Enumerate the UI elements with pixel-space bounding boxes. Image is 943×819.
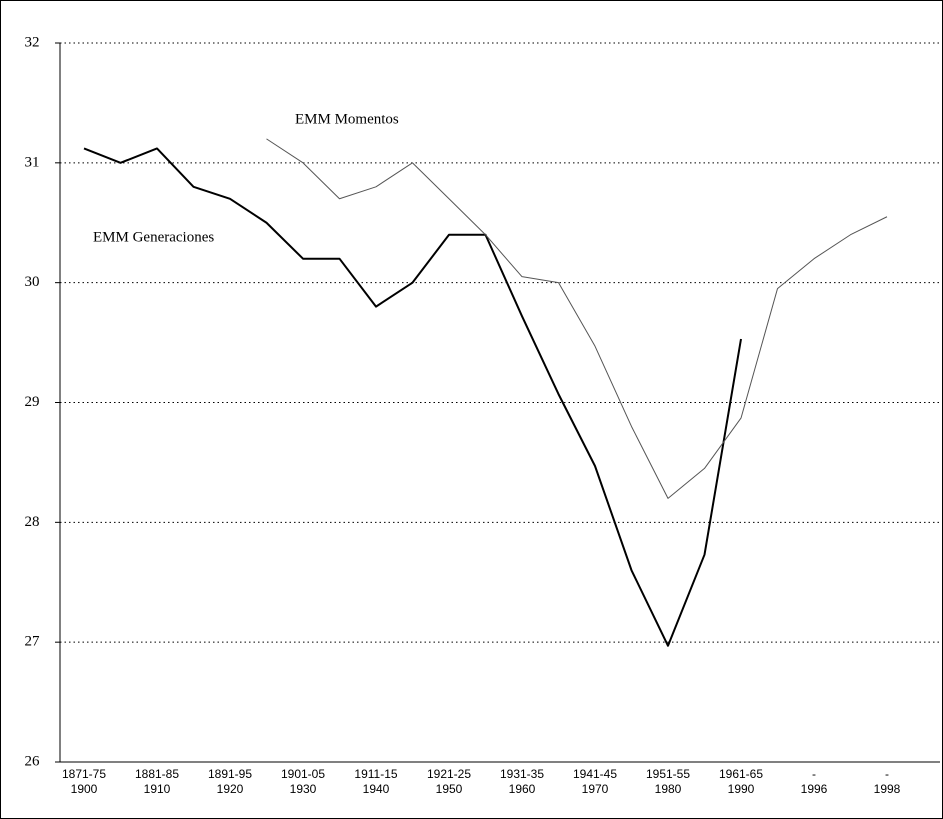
y-tick-label: 30 xyxy=(25,274,40,290)
x-tick-label-year: 1970 xyxy=(582,782,609,796)
x-tick-label-year: 1998 xyxy=(874,782,901,796)
x-tick-label-year: 1996 xyxy=(801,782,828,796)
x-tick-label: 1941-45 xyxy=(573,767,617,781)
x-tick-label-year: 1910 xyxy=(144,782,171,796)
x-tick-label: 1891-95 xyxy=(208,767,252,781)
x-tick-label: 1921-25 xyxy=(427,767,471,781)
x-tick-label-year: 1940 xyxy=(363,782,390,796)
y-tick-label: 26 xyxy=(25,753,41,769)
x-tick-label-year: 1990 xyxy=(728,782,755,796)
x-tick-label: - xyxy=(885,767,889,781)
x-tick-label: 1931-35 xyxy=(500,767,544,781)
y-tick-label: 32 xyxy=(25,34,40,50)
y-tick-label: 28 xyxy=(25,514,40,530)
x-tick-label-year: 1900 xyxy=(71,782,98,796)
series-label: EMM Momentos xyxy=(295,111,399,127)
x-tick-label: 1881-85 xyxy=(135,767,179,781)
series-label: EMM Generaciones xyxy=(93,229,214,245)
y-tick-label: 29 xyxy=(25,394,40,410)
x-tick-label: 1871-75 xyxy=(62,767,106,781)
x-tick-label: 1911-15 xyxy=(354,767,397,781)
x-tick-label-year: 1930 xyxy=(290,782,317,796)
series-line xyxy=(266,138,888,499)
series-line xyxy=(83,147,742,647)
x-tick-label: 1961-65 xyxy=(719,767,763,781)
x-tick-label: 1951-55 xyxy=(646,767,690,781)
x-tick-label: - xyxy=(812,767,816,781)
x-tick-label-year: 1920 xyxy=(217,782,244,796)
x-tick-label-year: 1980 xyxy=(655,782,682,796)
y-tick-label: 27 xyxy=(25,634,41,650)
x-tick-label-year: 1960 xyxy=(509,782,536,796)
x-tick-label-year: 1950 xyxy=(436,782,463,796)
y-tick-label: 31 xyxy=(25,154,40,170)
x-tick-label: 1901-05 xyxy=(281,767,325,781)
